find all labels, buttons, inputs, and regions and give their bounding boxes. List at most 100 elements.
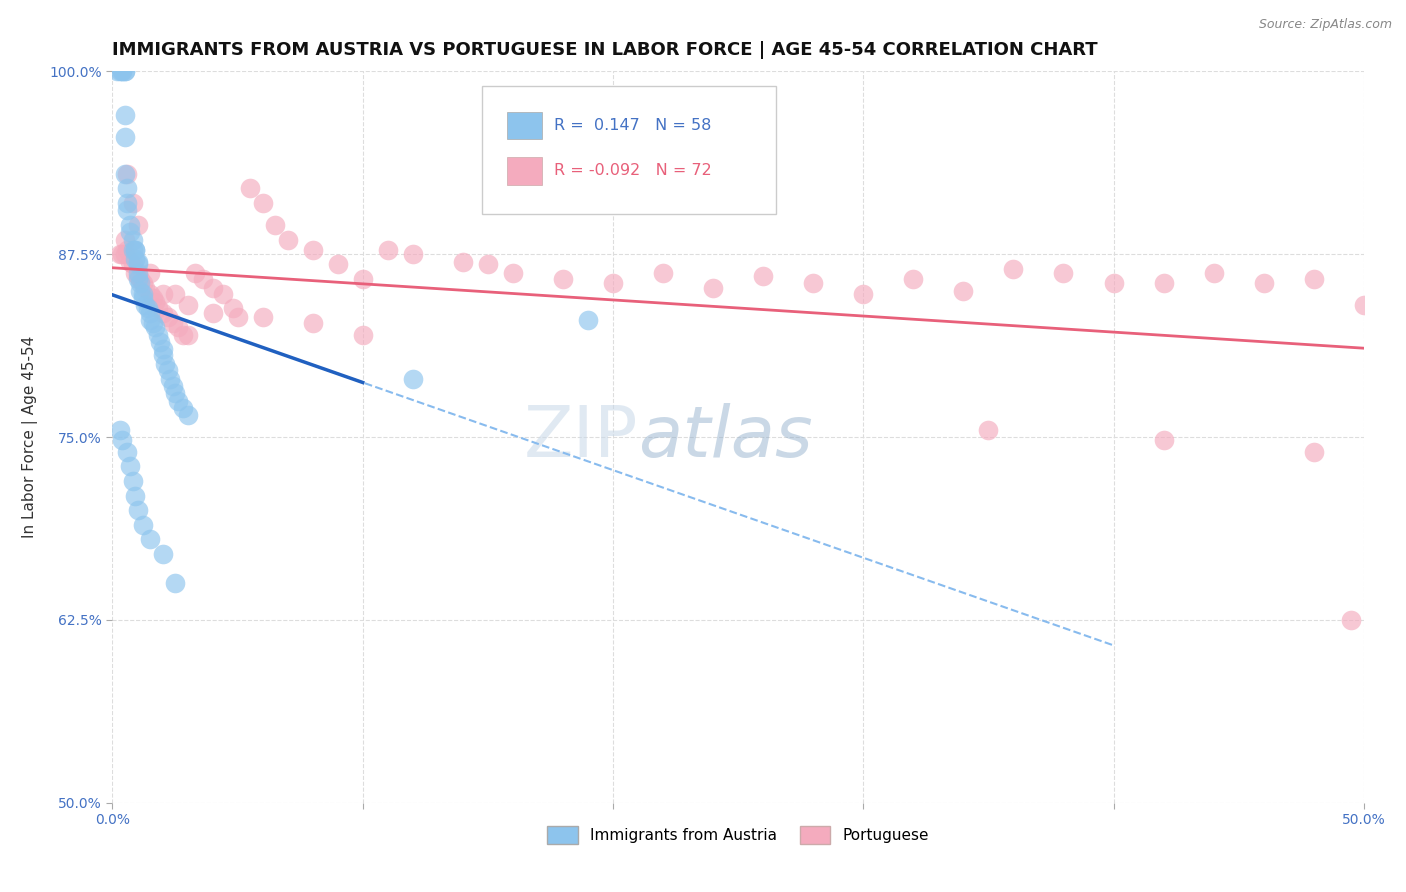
Point <box>159 371 181 385</box>
Point <box>117 167 139 181</box>
Point <box>1302 272 1324 286</box>
Point <box>172 327 194 342</box>
Point <box>252 310 274 325</box>
Point <box>153 357 176 371</box>
Point <box>301 316 323 330</box>
Point <box>131 286 153 301</box>
Point <box>117 181 139 195</box>
Point <box>152 286 174 301</box>
Point <box>184 266 207 280</box>
Point <box>221 301 243 316</box>
Point <box>162 316 184 330</box>
Point <box>134 281 156 295</box>
Point <box>602 277 624 291</box>
Point <box>108 423 131 437</box>
Point <box>166 320 188 334</box>
Point <box>146 327 169 342</box>
Point <box>139 306 162 320</box>
Point <box>1153 277 1175 291</box>
Point <box>131 277 153 291</box>
Point <box>131 291 153 305</box>
Point <box>111 64 134 78</box>
Point <box>152 306 174 320</box>
Point <box>852 286 875 301</box>
Point <box>121 257 143 271</box>
Point <box>117 196 139 211</box>
Point <box>127 218 149 232</box>
Point <box>162 379 184 393</box>
Point <box>752 269 775 284</box>
Point <box>149 334 172 349</box>
Point <box>1253 277 1275 291</box>
Point <box>551 272 574 286</box>
Point <box>952 284 974 298</box>
Point <box>129 284 152 298</box>
Point <box>172 401 194 415</box>
Point <box>152 547 174 561</box>
Point <box>114 108 136 122</box>
Point <box>1153 433 1175 447</box>
Point <box>252 196 274 211</box>
Point <box>131 517 153 532</box>
Point <box>191 272 214 286</box>
Point <box>166 393 188 408</box>
Point <box>152 343 174 357</box>
Text: R = -0.092   N = 72: R = -0.092 N = 72 <box>554 163 711 178</box>
Point <box>139 533 162 547</box>
Point <box>402 247 425 261</box>
Point <box>117 444 139 458</box>
Y-axis label: In Labor Force | Age 45-54: In Labor Force | Age 45-54 <box>22 336 38 538</box>
Point <box>127 503 149 517</box>
Text: ZIP: ZIP <box>523 402 638 472</box>
Point <box>139 266 162 280</box>
Point <box>1102 277 1125 291</box>
Point <box>118 459 141 474</box>
Point <box>114 130 136 145</box>
Point <box>1353 298 1375 312</box>
Point <box>226 310 249 325</box>
FancyBboxPatch shape <box>506 157 541 185</box>
Point <box>129 272 152 286</box>
Point <box>1202 266 1225 280</box>
Legend: Immigrants from Austria, Portuguese: Immigrants from Austria, Portuguese <box>541 820 935 850</box>
Point <box>139 313 162 327</box>
Point <box>451 254 474 268</box>
Point <box>1052 266 1074 280</box>
Point <box>124 489 146 503</box>
Point <box>117 243 139 257</box>
Point <box>127 269 149 284</box>
Point <box>124 243 146 257</box>
Point <box>201 281 224 295</box>
Point <box>152 348 174 362</box>
Point <box>108 247 131 261</box>
Point <box>277 233 299 247</box>
Point <box>156 363 179 377</box>
Point <box>301 243 323 257</box>
Point <box>377 243 399 257</box>
Point <box>801 277 824 291</box>
Point <box>107 64 129 78</box>
Point <box>163 386 186 401</box>
Point <box>118 218 141 232</box>
Point <box>111 64 134 78</box>
Point <box>652 266 675 280</box>
Point <box>239 181 262 195</box>
FancyBboxPatch shape <box>482 86 776 214</box>
Point <box>121 474 143 488</box>
Point <box>136 301 159 316</box>
Point <box>143 295 166 310</box>
Point <box>176 327 198 342</box>
Point <box>124 266 146 280</box>
Point <box>134 298 156 312</box>
Point <box>352 272 374 286</box>
Point <box>118 254 141 268</box>
Point <box>163 286 186 301</box>
Point <box>127 257 149 271</box>
Text: Source: ZipAtlas.com: Source: ZipAtlas.com <box>1258 18 1392 31</box>
Point <box>402 371 425 385</box>
Point <box>121 233 143 247</box>
Point <box>111 247 134 261</box>
Point <box>129 277 152 291</box>
Point <box>201 306 224 320</box>
FancyBboxPatch shape <box>506 112 541 139</box>
